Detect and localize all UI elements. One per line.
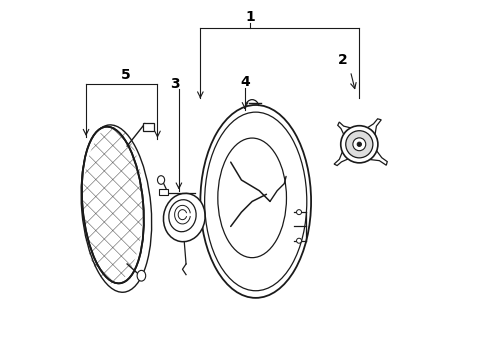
Text: 5: 5 <box>121 68 130 82</box>
Text: 4: 4 <box>240 75 250 89</box>
Text: 1: 1 <box>245 10 255 24</box>
Text: 3: 3 <box>171 77 180 91</box>
Ellipse shape <box>157 176 165 184</box>
FancyBboxPatch shape <box>143 123 154 131</box>
Ellipse shape <box>296 238 301 243</box>
Polygon shape <box>334 150 355 166</box>
Ellipse shape <box>82 127 144 283</box>
Text: 2: 2 <box>339 53 348 67</box>
Ellipse shape <box>346 131 373 158</box>
Ellipse shape <box>137 270 146 281</box>
Ellipse shape <box>169 200 196 232</box>
Polygon shape <box>338 122 353 141</box>
Ellipse shape <box>357 142 362 147</box>
Ellipse shape <box>353 138 366 151</box>
Ellipse shape <box>218 138 287 258</box>
Polygon shape <box>360 119 381 136</box>
FancyBboxPatch shape <box>159 189 168 195</box>
Ellipse shape <box>296 210 301 215</box>
Ellipse shape <box>200 105 311 298</box>
Ellipse shape <box>341 126 378 163</box>
Polygon shape <box>368 145 387 165</box>
Ellipse shape <box>164 193 205 242</box>
